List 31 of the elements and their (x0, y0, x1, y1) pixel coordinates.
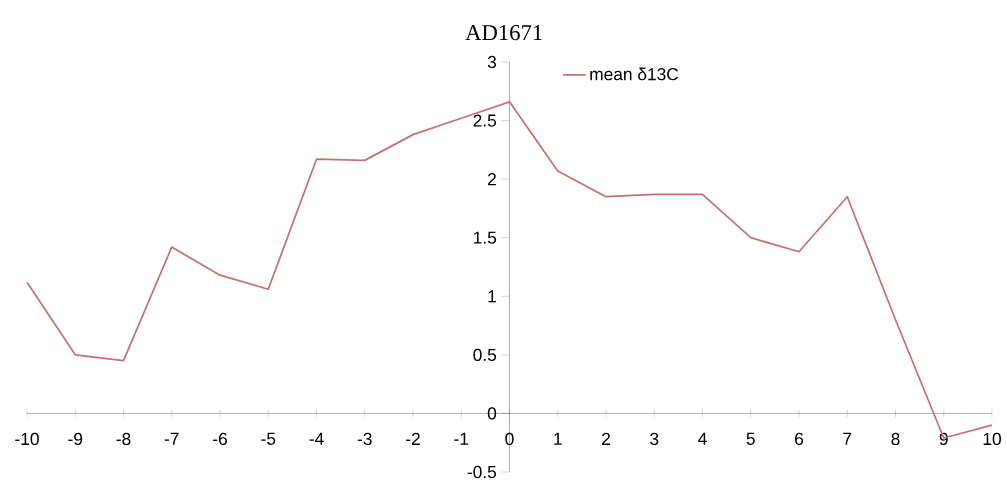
y-tick-label: 2 (488, 173, 496, 186)
x-tick-label: 7 (843, 432, 852, 445)
y-tick-label: 1 (488, 290, 496, 303)
x-tick-label: 8 (891, 432, 900, 446)
y-tick-label: 0 (487, 407, 497, 420)
y-tick-label: 0.5 (473, 348, 497, 361)
x-tick-label: -7 (164, 432, 179, 445)
x-tick-label: -9 (68, 432, 83, 446)
x-tick-label: 5 (746, 432, 755, 445)
y-tick-label: 2.5 (473, 114, 497, 127)
chart-title: AD1671 (465, 24, 542, 41)
x-tick-label: 0 (505, 432, 514, 446)
x-tick-label: 1 (554, 432, 562, 445)
y-tick-label: -0.5 (467, 465, 497, 479)
x-tick-label: 6 (795, 432, 804, 446)
legend-label: mean δ13C (590, 67, 679, 81)
x-tick-label: -1 (454, 432, 469, 445)
x-tick-label: 3 (650, 432, 659, 446)
x-tick-label: -5 (261, 432, 276, 445)
x-tick-label: -2 (406, 432, 420, 445)
x-tick-label: -10 (15, 432, 39, 446)
x-tick-label: 10 (983, 432, 1001, 446)
x-tick-label: 2 (602, 432, 610, 445)
x-tick-label: -4 (309, 432, 324, 445)
x-tick-label: 9 (939, 432, 948, 446)
x-tick-label: -6 (213, 432, 227, 446)
x-tick-label: -8 (116, 432, 131, 446)
y-tick-label: 1.5 (474, 231, 497, 244)
x-tick-label: -3 (357, 432, 372, 446)
x-tick-label: 4 (698, 432, 707, 445)
y-tick-label: 3 (487, 55, 497, 69)
